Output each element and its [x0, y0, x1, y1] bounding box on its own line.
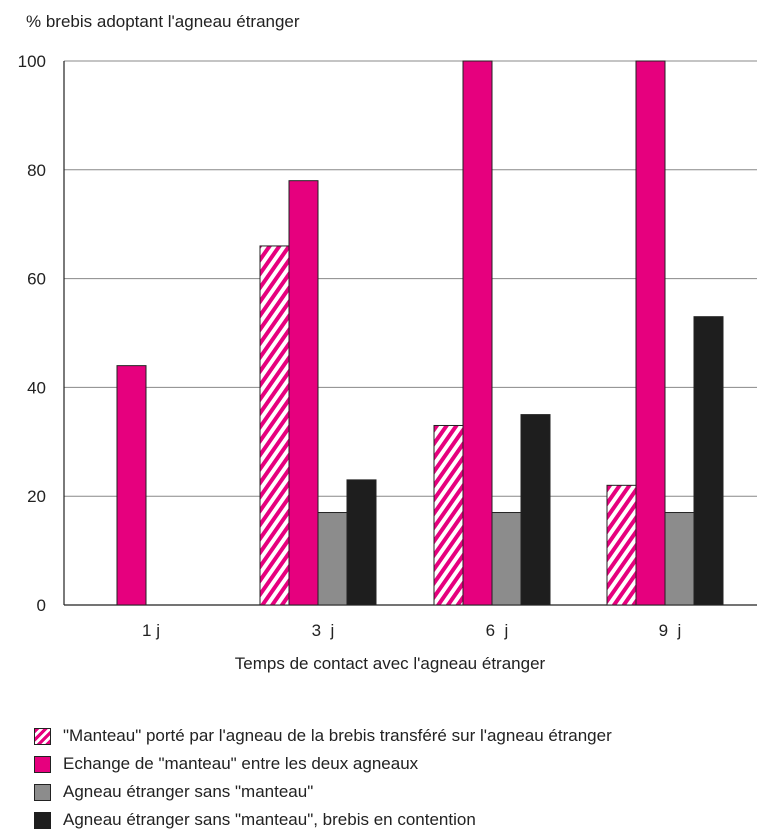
legend-item-hatched: "Manteau" porté par l'agneau de la brebi… — [34, 722, 612, 750]
bar-hatched — [606, 484, 637, 606]
legend-swatch-hatched-pink — [34, 727, 51, 745]
bar-black — [346, 479, 377, 606]
x-tick-label: 3 j — [312, 621, 335, 640]
x-tick-label: 9 j — [659, 621, 682, 640]
legend-label: "Manteau" porté par l'agneau de la brebi… — [63, 726, 612, 745]
y-tick-labels: 0 20 40 60 80 100 — [18, 52, 46, 615]
bar-chart: 0 20 40 60 80 100 1 j 3 j 6 j 9 j — [18, 52, 757, 640]
x-tick-label: 1 j — [142, 621, 160, 640]
legend-swatch-grey — [34, 783, 51, 801]
y-tick-label: 20 — [27, 487, 46, 506]
y-tick-label: 0 — [37, 596, 46, 615]
bar-grey — [317, 512, 348, 606]
bar-hatched — [259, 245, 290, 606]
bar-hatched — [433, 424, 464, 606]
bar-black — [693, 316, 724, 606]
bar-grey — [491, 512, 522, 606]
y-tick-label: 40 — [27, 378, 46, 397]
bar-pink — [462, 60, 493, 606]
bar-black — [520, 414, 551, 606]
y-tick-label: 80 — [27, 161, 46, 180]
x-axis-label: Temps de contact avec l'agneau étranger — [234, 654, 546, 673]
x-tick-labels: 1 j 3 j 6 j 9 j — [142, 621, 681, 640]
y-tick-label: 100 — [18, 52, 46, 71]
bars — [116, 60, 724, 606]
y-axis-label: % brebis adoptant l'agneau étranger — [26, 12, 300, 31]
bar-pink — [116, 365, 147, 606]
bar-pink — [288, 180, 319, 606]
legend-label: Agneau étranger sans "manteau", brebis e… — [63, 810, 476, 829]
bar-pink — [635, 60, 666, 606]
legend-swatch-pink — [34, 755, 51, 773]
legend-item-black: Agneau étranger sans "manteau", brebis e… — [34, 806, 612, 834]
legend-item-grey: Agneau étranger sans "manteau" — [34, 778, 612, 806]
legend-swatch-black — [34, 811, 51, 829]
y-tick-label: 60 — [27, 270, 46, 289]
legend-label: Agneau étranger sans "manteau" — [63, 782, 314, 801]
x-tick-label: 6 j — [486, 621, 509, 640]
legend-label: Echange de "manteau" entre les deux agne… — [63, 754, 419, 773]
legend-item-pink: Echange de "manteau" entre les deux agne… — [34, 750, 612, 778]
bar-grey — [664, 512, 695, 606]
legend: "Manteau" porté par l'agneau de la brebi… — [34, 722, 612, 834]
